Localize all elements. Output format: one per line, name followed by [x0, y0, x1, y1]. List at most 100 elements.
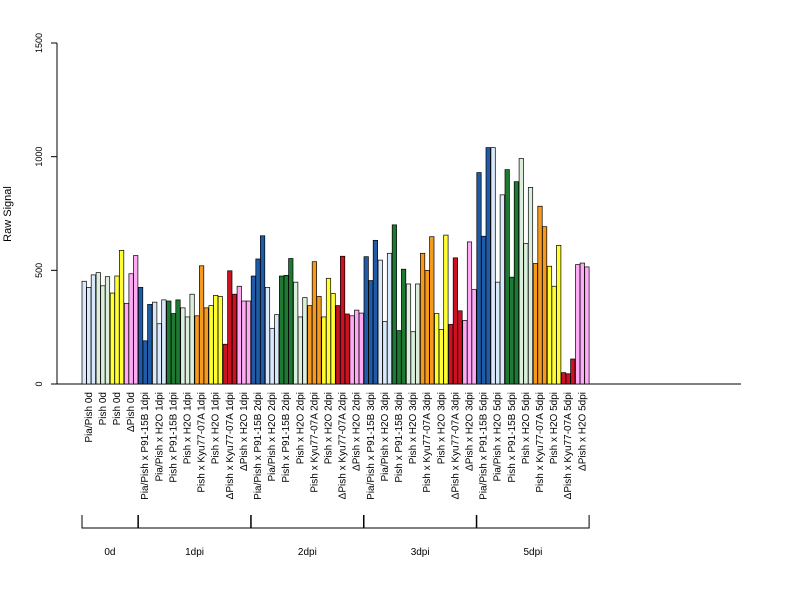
bar: [462, 319, 468, 385]
x-tick-label: Pish x P91-15B 5dpi: [507, 392, 518, 483]
bar: [401, 268, 407, 385]
bar: [499, 194, 505, 385]
bar: [119, 249, 125, 385]
bar: [81, 280, 87, 385]
x-tick-labels: Pia/Pish 0d Pish 0d Pish 0d ΔPish 0d Pia/Pis…: [84, 392, 588, 500]
bar: [495, 281, 501, 385]
group-bracket: [81, 515, 139, 529]
bar: [424, 269, 430, 385]
bar: [180, 307, 186, 385]
bar: [100, 285, 106, 385]
bar: [556, 244, 562, 385]
x-tick-label: ΔPish x Kyu77-07A 5dpi: [563, 392, 574, 499]
bar: [537, 205, 543, 385]
bar: [448, 324, 454, 385]
bar: [466, 241, 473, 385]
bar: [410, 331, 416, 385]
bar: [509, 276, 515, 385]
bar: [241, 300, 247, 385]
x-tick-label: Pish x H2O 1dpi: [211, 392, 222, 464]
x-tick-label: Pish x Kyu77-07A 3dpi: [422, 392, 433, 493]
bar: [222, 343, 228, 385]
y-tick-label: 1000: [34, 147, 44, 167]
bar: [128, 273, 134, 385]
bar: [420, 252, 426, 385]
bar: [109, 292, 115, 385]
bar: [513, 181, 519, 385]
bar: [189, 293, 195, 385]
bar: [123, 302, 130, 385]
bar: [481, 235, 487, 385]
x-tick-label: Pia/Pish x P91-15B 2dpi: [253, 392, 264, 500]
bar: [405, 283, 412, 385]
bar: [532, 263, 538, 385]
bar: [133, 255, 139, 385]
bar: [363, 256, 369, 385]
bar: [354, 309, 360, 385]
bar: [114, 275, 120, 385]
bar: [283, 274, 289, 385]
x-tick-label: ΔPish x Kyu77-07A 3dpi: [450, 392, 461, 499]
bar: [485, 147, 491, 385]
x-tick-label: Pish x H2O 2dpi: [324, 392, 335, 464]
bar: [236, 285, 242, 385]
bar: [565, 373, 571, 385]
bar: [152, 301, 158, 385]
bar: [438, 329, 444, 385]
bar: [325, 277, 332, 385]
group-brackets: 0d 1dpi 2dpi 3dpi 5dpi: [81, 515, 590, 558]
bar: [302, 297, 308, 385]
bar: [330, 293, 336, 385]
x-tick-label: ΔPish x H2O 1dpi: [239, 392, 250, 471]
group-bracket: [363, 515, 477, 529]
bar: [250, 275, 256, 385]
x-tick-label: Pish x P91-15B 1dpi: [168, 392, 179, 483]
x-tick-label: Pish x Kyu77-07A 2dpi: [309, 392, 320, 493]
x-tick-label: Pia/Pish x P91-15B 1dpi: [140, 392, 151, 500]
bar: [429, 236, 435, 385]
bar: [147, 304, 153, 385]
y-axis: 0 500 1000 1500: [34, 33, 58, 387]
x-tick-label: Pish x P91-15B 3dpi: [394, 392, 405, 483]
x-tick-label: Pish x H2O 3dpi: [408, 392, 419, 464]
bar: [138, 287, 144, 385]
bar: [382, 321, 388, 385]
x-tick-label: Pia/Pish x H2O 5dpi: [493, 392, 504, 482]
bar: [527, 187, 534, 385]
bar: [358, 312, 364, 385]
bar: [452, 257, 458, 385]
bar: [293, 281, 299, 385]
x-tick-label: Pish x H2O 1dpi: [183, 392, 194, 464]
bar: [194, 315, 200, 385]
group-bracket: [250, 515, 364, 529]
bar: [104, 276, 111, 385]
bar: [396, 330, 402, 385]
bar: [434, 313, 440, 385]
bar: [288, 258, 294, 385]
bar: [476, 172, 482, 385]
x-tick-label: Pia/Pish x P91-15B 5dpi: [479, 392, 490, 500]
bar: [349, 315, 355, 385]
bar: [245, 300, 252, 385]
bar: [231, 293, 237, 385]
x-tick-label: Pia/Pish x H2O 2dpi: [267, 392, 278, 482]
x-tick-label: Pia/Pish x H2O 1dpi: [154, 392, 165, 482]
bar: [335, 305, 341, 385]
bar: [297, 316, 303, 385]
x-tick-label: Pish x Kyu77-07A 1dpi: [197, 392, 208, 493]
group-label: 5dpi: [523, 547, 542, 558]
bar: [86, 287, 92, 385]
x-tick-label: Pish x H2O 3dpi: [436, 392, 447, 464]
bar: [386, 252, 393, 385]
y-tick-label: 0: [34, 381, 44, 386]
x-tick-label: Pia/Pish x P91-15B 3dpi: [366, 392, 377, 500]
bar: [95, 272, 101, 385]
x-tick-label: ΔPish x H2O 5dpi: [577, 392, 588, 471]
x-tick-label: ΔPish x Kyu77-07A 1dpi: [225, 392, 236, 499]
bar: [227, 270, 233, 385]
bar: [316, 296, 322, 385]
bar: [260, 235, 266, 385]
bar: [584, 266, 590, 385]
y-tick-label: 1500: [34, 33, 44, 53]
